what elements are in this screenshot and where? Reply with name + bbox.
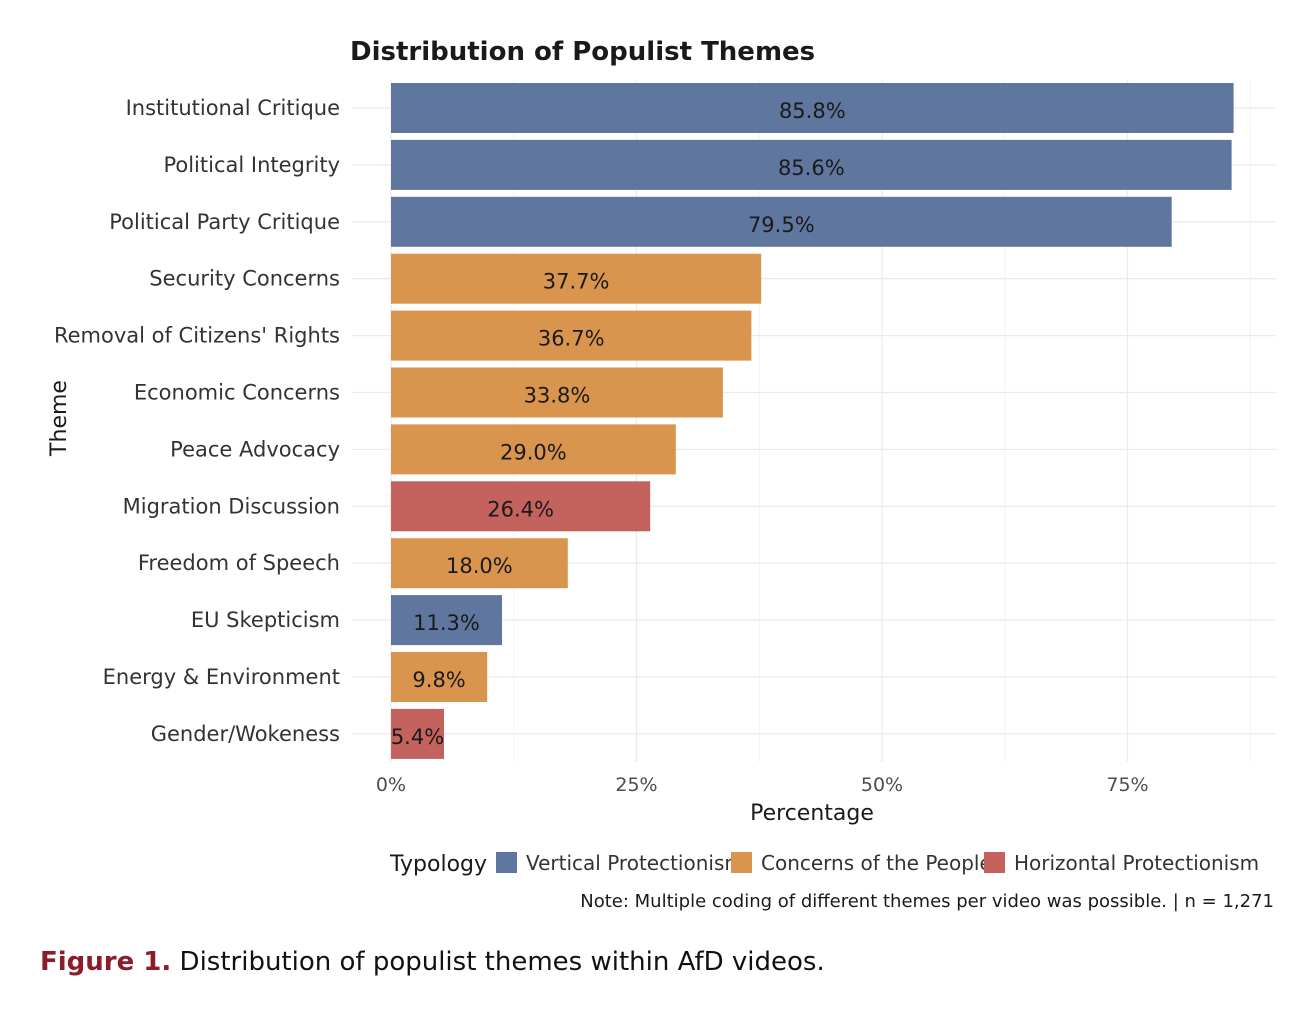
- chart-note: Note: Multiple coding of different theme…: [580, 891, 1274, 912]
- y-tick-label: Security Concerns: [149, 267, 340, 291]
- bar-value-label: 29.0%: [500, 440, 567, 464]
- bar: [391, 139, 1232, 190]
- bar-value-label: 11.3%: [413, 611, 480, 635]
- figure-caption-text: Distribution of populist themes within A…: [171, 947, 825, 977]
- y-tick-label: Peace Advocacy: [170, 437, 340, 461]
- legend-swatch: [984, 852, 1005, 873]
- y-tick-label: Energy & Environment: [103, 665, 340, 689]
- bar: [391, 196, 1172, 247]
- bar-value-label: 5.4%: [391, 725, 444, 749]
- figure-caption-label: Figure 1.: [40, 947, 172, 977]
- bar-value-label: 36.7%: [538, 327, 605, 351]
- bar: [391, 595, 502, 646]
- bar-chart: Distribution of Populist Themes Instituti…: [47, 37, 1276, 912]
- x-tick-label: 0%: [376, 774, 406, 796]
- legend-label: Concerns of the People: [761, 851, 992, 875]
- y-tick-label: Migration Discussion: [123, 494, 340, 518]
- legend-title: Typology: [389, 852, 487, 877]
- y-axis-title: Theme: [47, 380, 72, 457]
- chart-title: Distribution of Populist Themes: [350, 37, 815, 67]
- bar-value-label: 26.4%: [487, 497, 554, 521]
- y-tick-label: Political Party Critique: [109, 210, 340, 234]
- bar-value-label: 79.5%: [748, 213, 815, 237]
- bar-value-label: 18.0%: [446, 554, 513, 578]
- bar-value-label: 85.8%: [779, 99, 846, 123]
- bar: [391, 310, 752, 361]
- y-tick-label: EU Skepticism: [191, 608, 340, 632]
- bar: [391, 708, 444, 759]
- x-tick-label: 50%: [861, 774, 903, 796]
- bar: [391, 83, 1234, 133]
- legend-label: Horizontal Protectionism: [1014, 851, 1259, 875]
- bar: [391, 253, 762, 304]
- x-tick-label: 75%: [1106, 774, 1148, 796]
- y-tick-label: Political Integrity: [163, 153, 340, 177]
- bar: [391, 424, 676, 475]
- y-tick-label: Economic Concerns: [134, 381, 340, 405]
- bar-value-label: 37.7%: [543, 270, 610, 294]
- bar-value-label: 9.8%: [412, 668, 465, 692]
- legend-swatch: [496, 852, 517, 873]
- y-tick-label: Freedom of Speech: [138, 551, 340, 575]
- bar-value-label: 33.8%: [524, 384, 591, 408]
- bar: [391, 538, 568, 589]
- bar: [391, 367, 723, 418]
- bar: [391, 481, 651, 532]
- legend-label: Vertical Protectionism: [526, 851, 744, 875]
- figure-caption: Figure 1. Distribution of populist theme…: [40, 947, 825, 977]
- y-tick-label: Institutional Critique: [126, 96, 340, 120]
- bar-value-label: 85.6%: [778, 156, 845, 180]
- legend-swatch: [731, 852, 752, 873]
- y-tick-label: Removal of Citizens' Rights: [54, 324, 340, 348]
- x-tick-label: 25%: [615, 774, 657, 796]
- bar: [391, 652, 488, 702]
- y-tick-label: Gender/Wokeness: [151, 722, 340, 746]
- x-axis-title: Percentage: [750, 801, 874, 826]
